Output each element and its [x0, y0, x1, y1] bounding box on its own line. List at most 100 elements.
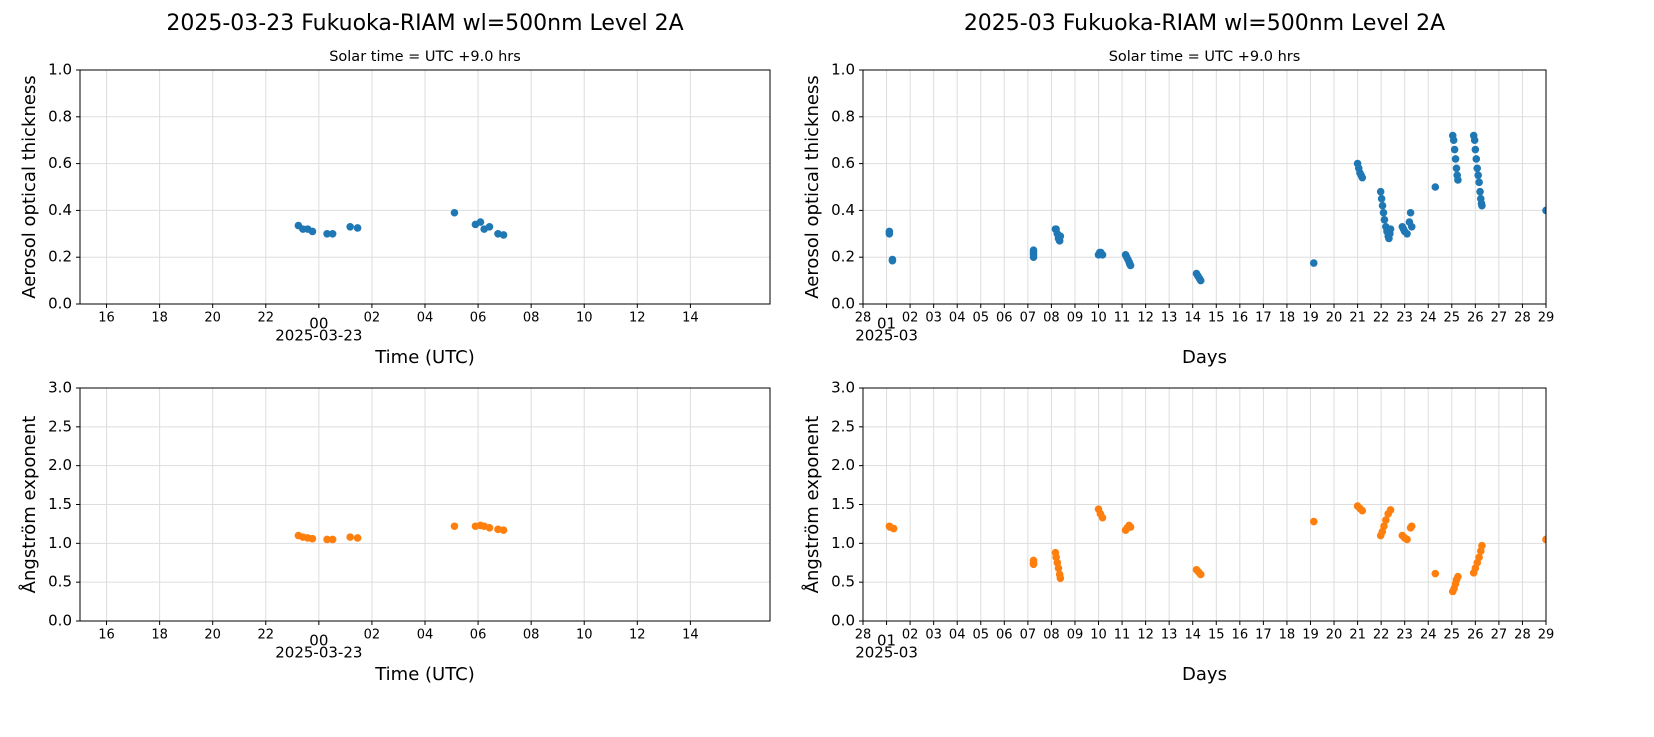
axes-frame — [862, 69, 1547, 305]
x-axis-label: Time (UTC) — [374, 664, 475, 685]
data-point — [1380, 215, 1389, 224]
y-tick-label: 0.6 — [48, 154, 72, 172]
data-point — [1454, 572, 1462, 581]
data-point — [1382, 516, 1390, 524]
x-tick-label: 20 — [204, 628, 221, 643]
data-point — [353, 534, 362, 542]
x-axis-label: Time (UTC) — [374, 347, 475, 368]
data-point — [1475, 553, 1483, 562]
x-tick-label: 21 — [1349, 628, 1366, 643]
x-axis-label: Days — [1182, 347, 1227, 368]
data-point — [1542, 206, 1546, 215]
x-tick-label: 04 — [949, 311, 966, 326]
y-tick-label: 0.6 — [831, 154, 855, 172]
y-tick-label: 0.5 — [48, 573, 72, 591]
data-point — [323, 535, 331, 544]
x-tick-label: 09 — [1067, 628, 1084, 643]
y-tick-label: 1.5 — [48, 495, 72, 513]
x-tick-label: 28 — [1514, 311, 1531, 326]
data-point — [1451, 155, 1460, 163]
x-tick-label: 10 — [1090, 628, 1107, 643]
data-point — [1475, 178, 1483, 187]
y-tick-label: 0.0 — [831, 612, 855, 630]
x-tick-label: 22 — [257, 628, 274, 643]
data-point — [1309, 517, 1318, 526]
y-tick-label: 0.0 — [831, 295, 855, 313]
x-tick-label: 00 — [309, 315, 328, 333]
chart-subtitle: Solar time = UTC +9.0 hrs — [1109, 49, 1301, 65]
y-tick-label: 0.8 — [48, 107, 72, 125]
x-tick-label: 03 — [925, 311, 942, 326]
data-point — [1378, 201, 1387, 210]
data-point — [499, 231, 508, 239]
data-point — [1126, 261, 1135, 270]
y-tick-label: 0.0 — [48, 295, 72, 313]
x-tick-label: 02 — [902, 628, 919, 643]
data-point — [450, 522, 459, 531]
data-point — [485, 222, 494, 231]
data-point — [494, 525, 502, 534]
x-tick-label: 26 — [1467, 628, 1484, 643]
data-point — [1478, 541, 1486, 550]
data-point — [1054, 564, 1063, 572]
data-point — [450, 208, 459, 217]
data-point — [1454, 176, 1462, 184]
data-point — [1309, 259, 1318, 267]
x-tick-label: 17 — [1255, 628, 1272, 643]
x-tick-label: 18 — [1279, 311, 1296, 326]
x-tick-label: 10 — [576, 311, 593, 326]
y-tick-label: 0.2 — [48, 248, 72, 266]
data-point — [1403, 230, 1411, 238]
x-tick-label: 16 — [98, 311, 115, 326]
x-tick-label: 05 — [972, 628, 989, 643]
y-tick-label: 1.0 — [831, 61, 855, 79]
data-point — [1098, 251, 1107, 259]
data-point — [889, 524, 898, 533]
data-point — [476, 218, 485, 226]
data-point — [1452, 164, 1461, 173]
y-tick-label: 0.0 — [48, 612, 72, 630]
data-point — [1377, 194, 1386, 203]
data-point — [323, 230, 331, 238]
chart-title: 2025-03-23 Fukuoka-RIAM wl=500nm Level 2… — [166, 11, 683, 36]
data-point — [1386, 225, 1395, 233]
x-tick-label: 20 — [204, 311, 221, 326]
y-tick-label: 0.4 — [831, 201, 855, 219]
data-point — [1431, 183, 1440, 191]
y-tick-label: 1.0 — [48, 61, 72, 79]
x-tick-label: 01 — [877, 632, 896, 650]
data-point — [499, 526, 508, 534]
x-tick-label: 08 — [523, 311, 540, 326]
y-axis-label: Aerosol optical thickness — [802, 75, 823, 298]
x-tick-label: 27 — [1491, 628, 1508, 643]
data-point — [308, 534, 317, 543]
x-tick-label: 06 — [996, 628, 1013, 643]
x-tick-label: 11 — [1114, 311, 1131, 326]
data-point — [1403, 535, 1411, 544]
data-point — [1449, 136, 1458, 144]
x-tick-label: 18 — [151, 628, 168, 643]
data-point — [328, 230, 337, 238]
data-point — [1470, 136, 1479, 144]
y-tick-label: 3.0 — [831, 379, 855, 397]
subplot: 2025-03-23 Fukuoka-RIAM wl=500nm Level 2… — [19, 11, 771, 368]
data-point — [353, 224, 362, 232]
data-point — [1358, 506, 1367, 515]
data-point — [1431, 569, 1440, 578]
x-tick-label: 20 — [1326, 311, 1343, 326]
data-point — [308, 227, 317, 236]
y-tick-label: 0.8 — [831, 107, 855, 125]
x-date-label: 2025-03 — [855, 327, 918, 345]
x-tick-label: 15 — [1208, 311, 1225, 326]
x-tick-label: 14 — [1184, 628, 1201, 643]
data-point — [1056, 574, 1065, 583]
y-axis-label: Aerosol optical thickness — [19, 75, 40, 298]
y-tick-label: 1.0 — [48, 534, 72, 552]
x-tick-label: 12 — [1137, 628, 1154, 643]
x-tick-label: 09 — [1067, 311, 1084, 326]
x-tick-label: 22 — [257, 311, 274, 326]
x-tick-label: 28 — [855, 311, 872, 326]
x-tick-label: 16 — [1232, 311, 1249, 326]
y-axis-label: Ångström exponent — [18, 416, 40, 594]
